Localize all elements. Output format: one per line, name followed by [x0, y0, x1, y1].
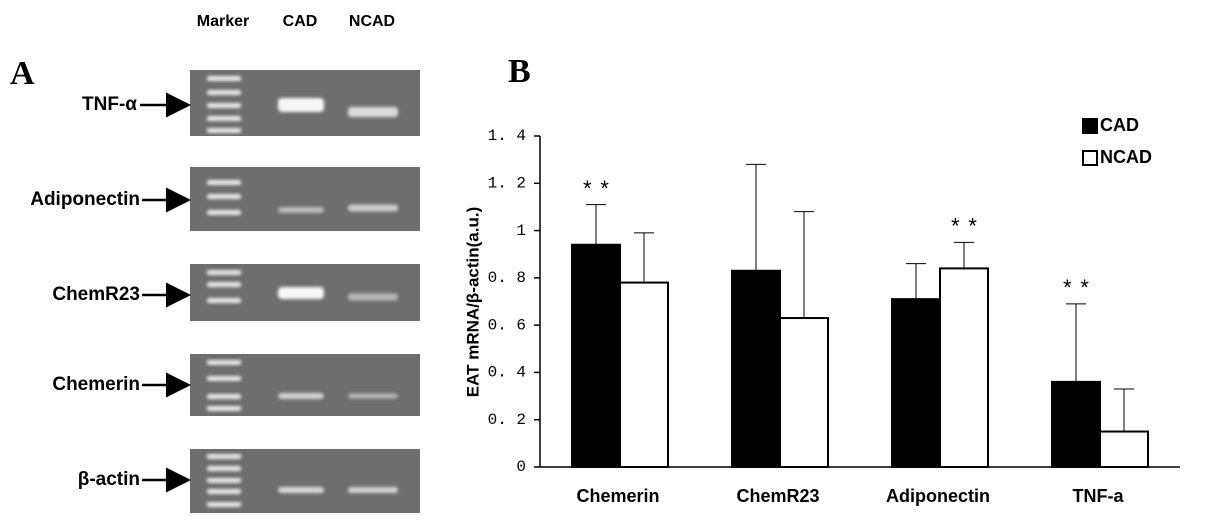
- error-bar: [586, 204, 606, 245]
- marker-band: [207, 128, 241, 133]
- gene-label: Adiponectin: [30, 189, 140, 210]
- marker-band: [207, 406, 241, 411]
- bar: [891, 298, 941, 468]
- marker-band: [207, 103, 241, 108]
- marker-band: [207, 116, 241, 121]
- gene-label: β-actin: [78, 469, 140, 490]
- gel-band: [348, 293, 398, 301]
- bar: [1051, 380, 1101, 468]
- marker-band: [207, 489, 241, 494]
- gene-label: Chemerin: [52, 374, 140, 395]
- x-tick-label: Adiponectin: [886, 486, 990, 506]
- x-tick-label: TNF-a: [1073, 486, 1125, 506]
- marker-band: [207, 90, 241, 95]
- marker-band: [207, 298, 241, 303]
- bar: [571, 243, 621, 468]
- marker-band: [207, 180, 241, 185]
- significance: **: [949, 216, 983, 241]
- error-bar: [634, 232, 654, 283]
- legend-label: CAD: [1100, 115, 1139, 135]
- lane-label: CAD: [283, 13, 318, 30]
- marker-band: [207, 478, 241, 483]
- marker-band: [207, 360, 241, 365]
- gene-label: ChemR23: [52, 284, 140, 305]
- bar-chart: 0 0. 2 0. 4 0. 6 0. 8 1 1. 2 1. 4 Chemerin ** Chem…: [488, 115, 1180, 506]
- bar: [619, 281, 669, 469]
- gel-band: [348, 107, 398, 117]
- y-tick-label: 0: [516, 458, 526, 476]
- marker-band: [207, 502, 241, 507]
- lane-label: NCAD: [349, 13, 395, 30]
- x-tick-label: ChemR23: [736, 486, 819, 506]
- bar: [939, 267, 989, 468]
- panel-label: A: [10, 55, 35, 92]
- y-tick-label: 1. 4: [488, 127, 526, 145]
- marker-band: [207, 282, 241, 287]
- legend-label: NCAD: [1100, 147, 1152, 167]
- gel-panel: Marker CAD NCAD TNF-α Adiponectin ChemR23 Chem…: [30, 13, 420, 513]
- gel-band: [348, 487, 398, 493]
- legend-swatch: [1082, 118, 1098, 134]
- error-bar: [746, 163, 766, 271]
- legend-swatch: [1082, 150, 1098, 166]
- y-tick-label: 0. 8: [488, 269, 526, 287]
- y-tick-label: 1. 2: [488, 175, 526, 193]
- marker-band: [207, 76, 241, 81]
- gel-band: [278, 393, 324, 399]
- bar: [1099, 430, 1149, 468]
- gel-band: [348, 393, 398, 399]
- gel-band: [278, 487, 324, 493]
- bar: [731, 269, 781, 468]
- error-bar: [954, 241, 974, 269]
- gel-band: [278, 287, 324, 299]
- marker-band: [207, 194, 241, 199]
- x-tick-label: Chemerin: [576, 486, 659, 506]
- marker-band: [207, 376, 241, 381]
- gene-label: TNF-α: [82, 94, 137, 115]
- marker-band: [207, 454, 241, 459]
- significance: **: [581, 178, 615, 203]
- bar: [779, 317, 829, 468]
- marker-band: [207, 394, 241, 399]
- lane-label: Marker: [197, 13, 249, 30]
- gel-band: [278, 98, 324, 112]
- panel-label: B: [508, 53, 531, 90]
- marker-band: [207, 210, 241, 215]
- error-bar: [1066, 303, 1086, 382]
- marker-band: [207, 466, 241, 471]
- error-bar: [1114, 388, 1134, 432]
- gel-band: [278, 207, 324, 213]
- gel-band: [348, 204, 398, 212]
- y-tick-label: 1: [516, 222, 526, 240]
- y-tick-label: 0. 6: [488, 316, 526, 334]
- y-axis-label: EAT mRNA/β-actin(a.u.): [463, 207, 482, 397]
- error-bar: [906, 263, 926, 300]
- marker-band: [207, 270, 241, 275]
- y-tick-label: 0. 4: [488, 364, 526, 382]
- significance: **: [1061, 278, 1095, 303]
- y-tick-label: 0. 2: [488, 411, 526, 429]
- error-bar: [794, 211, 814, 319]
